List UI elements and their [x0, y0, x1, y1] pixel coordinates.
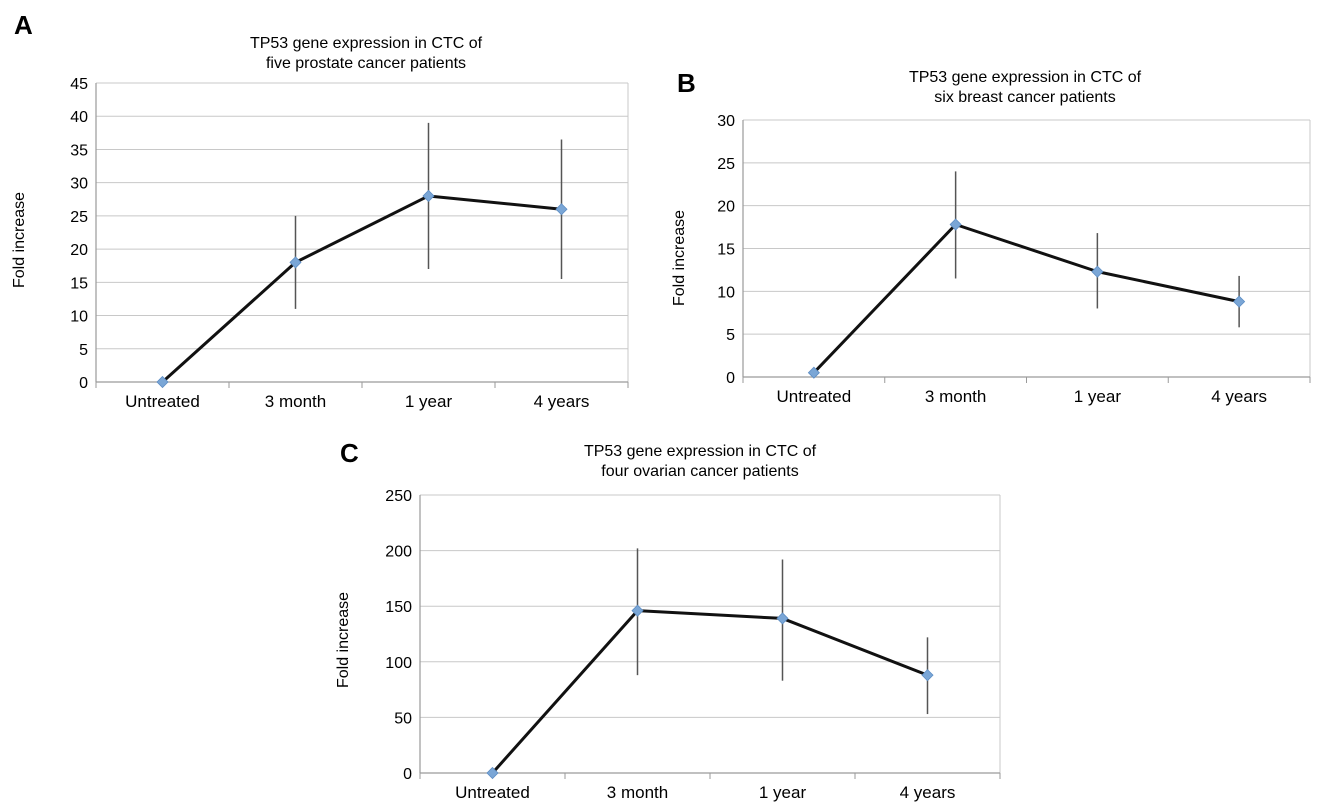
y-tick-label: 10 [717, 284, 735, 301]
data-point [949, 218, 962, 231]
chart-title-line-2: six breast cancer patients [934, 89, 1115, 106]
y-tick-label: 30 [70, 176, 88, 193]
chart-title-line-1: TP53 gene expression in CTC of [909, 69, 1142, 86]
y-tick-label: 0 [726, 370, 735, 387]
data-point [422, 189, 435, 203]
panel-letter-c: C [340, 438, 359, 468]
data-point [631, 604, 644, 617]
y-tick-label: 100 [385, 655, 412, 672]
series-line [161, 194, 562, 384]
y-tick-label: 20 [717, 199, 735, 216]
chart-title-line-2: four ovarian cancer patients [601, 463, 798, 480]
y-tick-label: 45 [70, 76, 88, 93]
y-tick-label: 30 [717, 113, 735, 130]
y-tick-label: 200 [385, 544, 412, 561]
chart-title-line-1: TP53 gene expression in CTC of [584, 443, 817, 460]
y-tick-label: 25 [70, 209, 88, 226]
y-axis-label: Fold increase [335, 592, 352, 688]
y-tick-label: 10 [70, 309, 88, 326]
y-tick-label: 15 [70, 275, 88, 292]
y-tick-label: 5 [726, 327, 735, 344]
x-tick-label: 4 years [534, 392, 590, 411]
chart-panel-a: A TP53 gene expression in CTC of five pr… [11, 10, 629, 411]
y-axis-label: Fold increase [11, 192, 28, 288]
x-tick-label: Untreated [777, 387, 852, 406]
chart-title-line-1: TP53 gene expression in CTC of [250, 35, 483, 52]
chart-title-line-2: five prostate cancer patients [266, 55, 466, 72]
data-point [486, 766, 499, 780]
x-tick-label: 4 years [1211, 387, 1267, 406]
chart-panel-c: C TP53 gene expression in CTC of four ov… [335, 438, 1001, 802]
series-line [812, 223, 1240, 374]
chart-panel-b: B TP53 gene expression in CTC of six bre… [671, 68, 1311, 406]
data-point [289, 256, 302, 269]
y-tick-label: 20 [70, 242, 88, 259]
y-tick-label: 5 [79, 342, 88, 359]
series-line [491, 609, 929, 774]
y-tick-label: 250 [385, 488, 412, 505]
data-point [555, 203, 568, 216]
data-point [156, 375, 169, 389]
y-tick-label: 40 [70, 109, 88, 126]
y-tick-label: 15 [717, 242, 735, 259]
x-tick-label: 4 years [900, 783, 956, 802]
x-tick-label: 1 year [1074, 387, 1122, 406]
x-tick-label: 3 month [925, 387, 986, 406]
x-tick-label: 1 year [405, 392, 453, 411]
x-tick-label: 3 month [607, 783, 668, 802]
y-tick-label: 0 [403, 766, 412, 783]
x-tick-label: Untreated [125, 392, 200, 411]
y-tick-label: 25 [717, 156, 735, 173]
data-point [807, 366, 820, 379]
x-tick-label: 1 year [759, 783, 807, 802]
data-point [776, 612, 789, 625]
panel-letter-a: A [14, 10, 33, 40]
x-tick-label: Untreated [455, 783, 530, 802]
y-tick-label: 0 [79, 375, 88, 392]
data-point [1233, 295, 1246, 308]
y-tick-label: 150 [385, 599, 412, 616]
y-axis-label: Fold increase [671, 210, 688, 306]
x-tick-label: 3 month [265, 392, 326, 411]
data-point [921, 669, 934, 682]
panel-letter-b: B [677, 68, 696, 98]
y-tick-label: 50 [394, 710, 412, 727]
data-point [1091, 265, 1104, 278]
y-tick-label: 35 [70, 142, 88, 159]
